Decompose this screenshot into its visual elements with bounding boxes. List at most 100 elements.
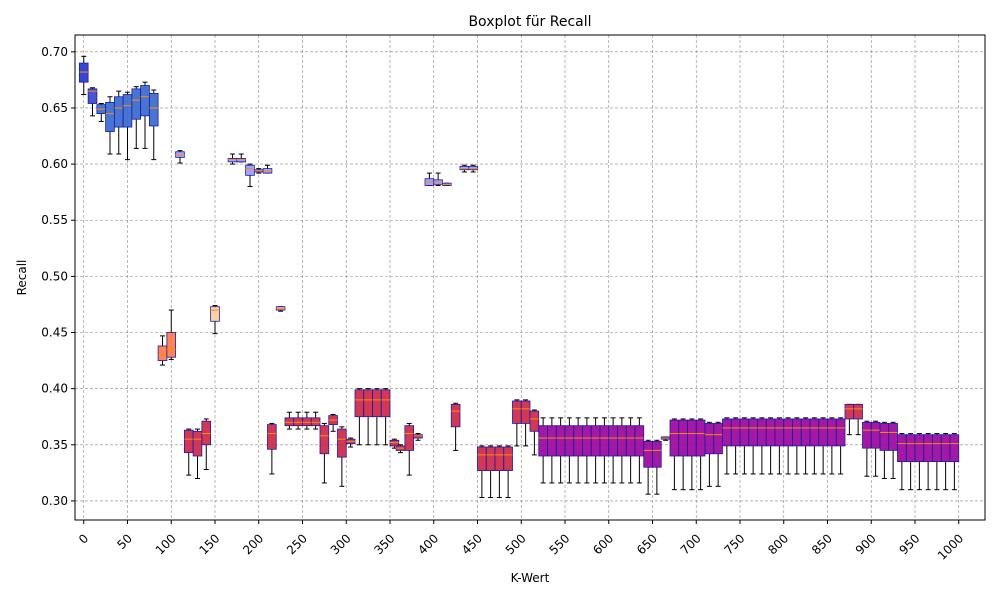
box-group — [494, 445, 505, 499]
box-body — [704, 423, 715, 455]
box-body — [757, 418, 767, 447]
box-group — [275, 306, 286, 312]
box-body — [748, 418, 758, 447]
box-body — [573, 425, 583, 457]
box-body — [862, 421, 872, 449]
box-group — [433, 172, 443, 186]
box-group — [319, 422, 330, 484]
box-group — [879, 421, 890, 479]
box-body — [175, 151, 185, 158]
box-group — [573, 417, 583, 484]
box-body — [932, 434, 942, 463]
box-body — [131, 88, 142, 120]
grid-layer — [75, 35, 985, 520]
box-group — [617, 417, 627, 484]
box-body — [210, 306, 220, 322]
box-body — [363, 389, 373, 418]
box-body — [529, 410, 540, 432]
box-group — [262, 164, 273, 174]
box-body — [800, 418, 811, 447]
box-body — [319, 425, 330, 455]
box-group — [345, 437, 356, 448]
box-body — [140, 85, 150, 117]
box-group — [468, 164, 478, 173]
box-body — [485, 446, 496, 472]
box-body — [940, 434, 951, 463]
box-body — [166, 332, 177, 358]
box-body — [652, 441, 662, 468]
box-body — [78, 62, 89, 83]
chart-title: Boxplot für Recall — [468, 14, 591, 30]
box-body — [870, 421, 881, 449]
box-body — [157, 345, 168, 361]
box-body — [105, 101, 115, 132]
box-body — [183, 429, 194, 454]
box-body — [643, 441, 653, 468]
box-body — [547, 425, 557, 457]
box-body — [389, 439, 400, 447]
box-body — [905, 434, 916, 463]
box-group — [192, 428, 203, 479]
box-group — [949, 433, 960, 491]
box-body — [267, 424, 277, 450]
box-body — [634, 425, 645, 457]
box-body — [192, 430, 203, 457]
box-body — [617, 425, 627, 457]
box-body — [809, 418, 820, 447]
box-body — [227, 158, 238, 163]
box-body — [722, 418, 732, 447]
box-body — [564, 425, 575, 457]
box-body — [148, 92, 159, 127]
box-body — [380, 389, 391, 418]
box-group — [748, 417, 758, 475]
box-group — [529, 409, 540, 456]
box-body — [792, 418, 802, 447]
box-group — [113, 90, 124, 155]
box-group — [328, 413, 338, 432]
box-body — [354, 389, 365, 418]
box-body — [783, 418, 793, 447]
box-body — [310, 417, 321, 427]
box-group — [932, 433, 942, 491]
box-layer — [78, 55, 960, 499]
box-group — [590, 417, 601, 484]
box-body — [923, 434, 933, 463]
box-group — [380, 388, 391, 446]
box-body — [520, 400, 531, 424]
box-group — [236, 153, 247, 163]
y-tick-label: 0.30 — [41, 494, 68, 508]
box-group — [520, 399, 531, 447]
box-body — [468, 165, 478, 171]
box-group — [442, 182, 452, 186]
y-tick-label: 0.60 — [41, 157, 68, 171]
box-group — [722, 417, 732, 475]
box-group — [634, 417, 645, 484]
y-axis-label: Recall — [15, 260, 29, 296]
y-tick-label: 0.55 — [41, 213, 68, 227]
box-group — [862, 420, 872, 477]
plot-frame — [74, 34, 986, 521]
box-body — [302, 417, 312, 427]
y-tick-label: 0.40 — [41, 382, 68, 396]
box-body — [284, 417, 295, 427]
box-body — [687, 419, 697, 457]
box-body — [888, 423, 898, 451]
box-group — [512, 399, 522, 447]
box-body — [337, 428, 347, 458]
box-group — [78, 55, 89, 96]
box-body — [949, 434, 960, 463]
box-body — [450, 403, 461, 428]
box-body — [372, 389, 382, 418]
box-body — [608, 425, 618, 457]
box-body — [695, 419, 706, 457]
box-group — [652, 439, 662, 495]
y-tick-label: 0.65 — [41, 101, 68, 115]
box-body — [897, 434, 907, 463]
box-body — [713, 423, 723, 455]
box-group — [564, 417, 575, 484]
box-body — [293, 417, 303, 427]
box-body — [538, 425, 548, 457]
box-body — [555, 425, 566, 457]
y-tick-label: 0.45 — [41, 326, 68, 340]
